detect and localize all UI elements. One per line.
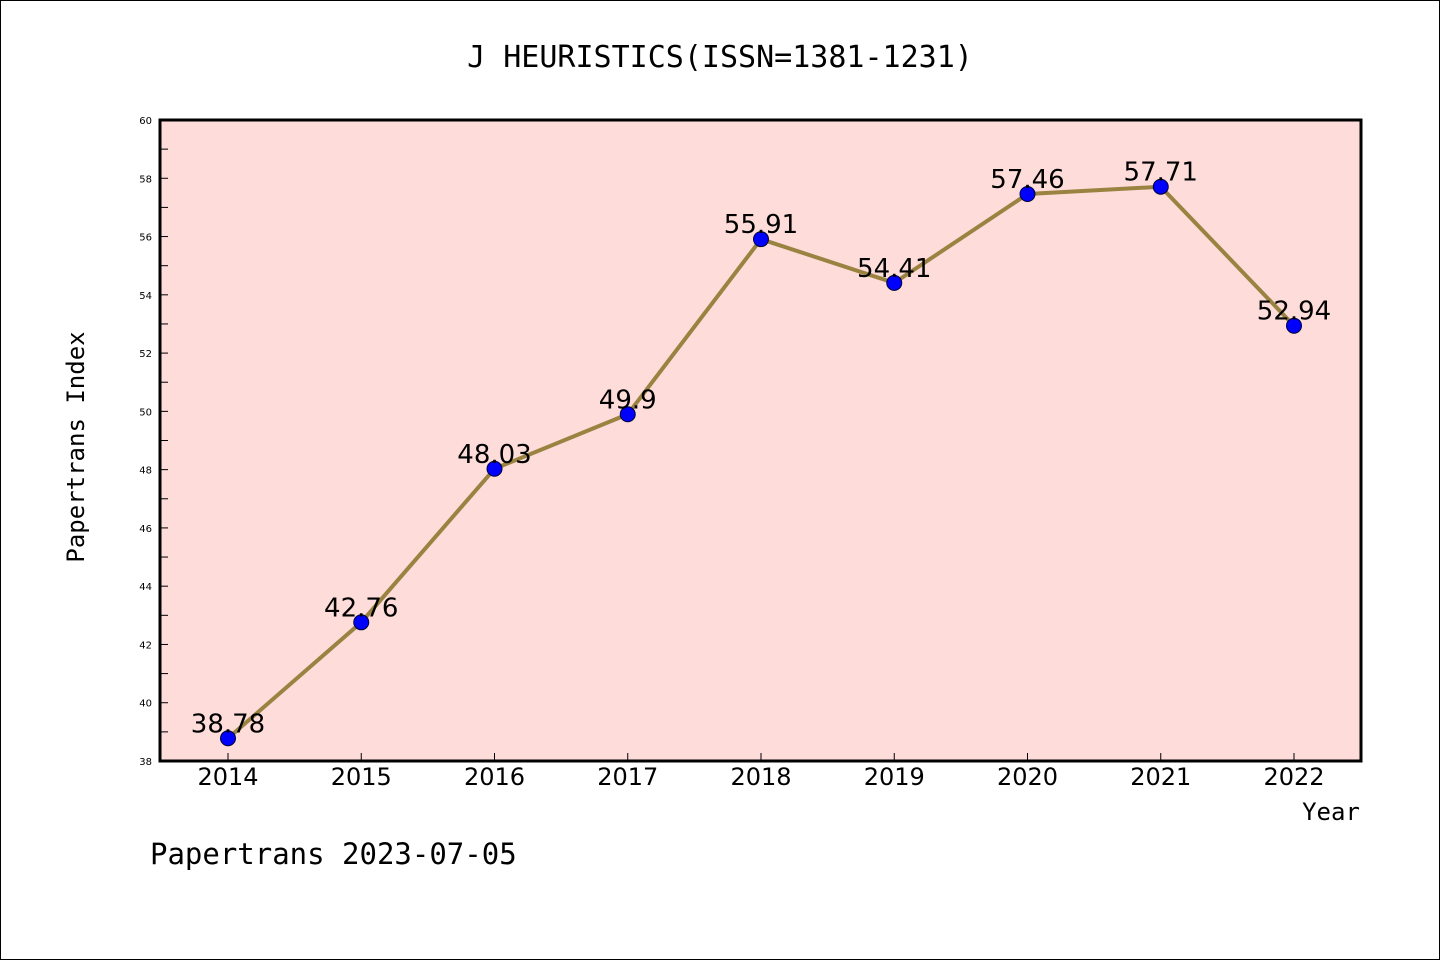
x-tick-label: 2018 [730,763,791,791]
y-tick-label: 52 [139,349,152,360]
data-label: 57.71 [1124,158,1198,188]
data-point [886,274,903,291]
data-labels: 38.78 42.76 48.03 49.9 55.91 54.41 57.46 57.71 5… [191,158,1331,740]
data-label: 49.9 [599,385,657,415]
y-tick-label: 48 [139,466,152,477]
x-tick-label: 2021 [1130,763,1191,791]
y-tick-label: 54 [139,291,152,302]
data-point [753,231,769,248]
x-tick-label: 2017 [597,763,658,791]
data-point [1019,186,1036,203]
data-label: 54.41 [857,254,931,284]
footer-source-date: Papertrans 2023-07-05 [150,837,517,871]
data-label: 48.03 [457,440,531,470]
data-label: 52.94 [1257,297,1331,327]
y-tick-label: 40 [139,699,152,710]
data-point [1286,317,1302,334]
y-tick-label: 46 [139,524,152,535]
data-point [220,730,236,747]
data-point [486,460,503,477]
y-tick-label: 50 [139,407,152,418]
y-tick-label: 38 [139,757,152,768]
data-label: 57.46 [990,165,1064,195]
x-tick-label: 2014 [197,763,258,791]
x-tick-label: 2020 [997,763,1058,791]
x-axis-ticks: 2014 2015 2016 2017 2018 2019 2020 2021 2022 [197,753,1325,791]
data-point [353,614,370,631]
data-point [1152,178,1169,195]
x-tick-label: 2019 [864,763,925,791]
y-tick-label: 42 [139,640,152,651]
y-tick-label: 60 [139,116,152,127]
plot-area [160,120,1361,761]
data-label: 55.91 [724,210,798,240]
y-tick-label: 58 [139,174,152,185]
x-tick-label: 2016 [464,763,525,791]
data-label: 38.78 [191,709,265,739]
y-tick-label: 44 [139,582,152,593]
plot-border [158,118,1363,763]
y-tick-label: 56 [139,233,152,244]
x-tick-label: 2015 [331,763,392,791]
x-axis-label: Year [1302,798,1360,826]
data-point [619,406,636,423]
x-tick-label: 2022 [1263,763,1324,791]
data-label: 42.76 [324,593,398,623]
y-axis-label: Papertrans Index [62,331,90,562]
chart-title: J HEURISTICS(ISSN=1381-1231) [467,40,973,75]
data-points [220,178,1302,747]
